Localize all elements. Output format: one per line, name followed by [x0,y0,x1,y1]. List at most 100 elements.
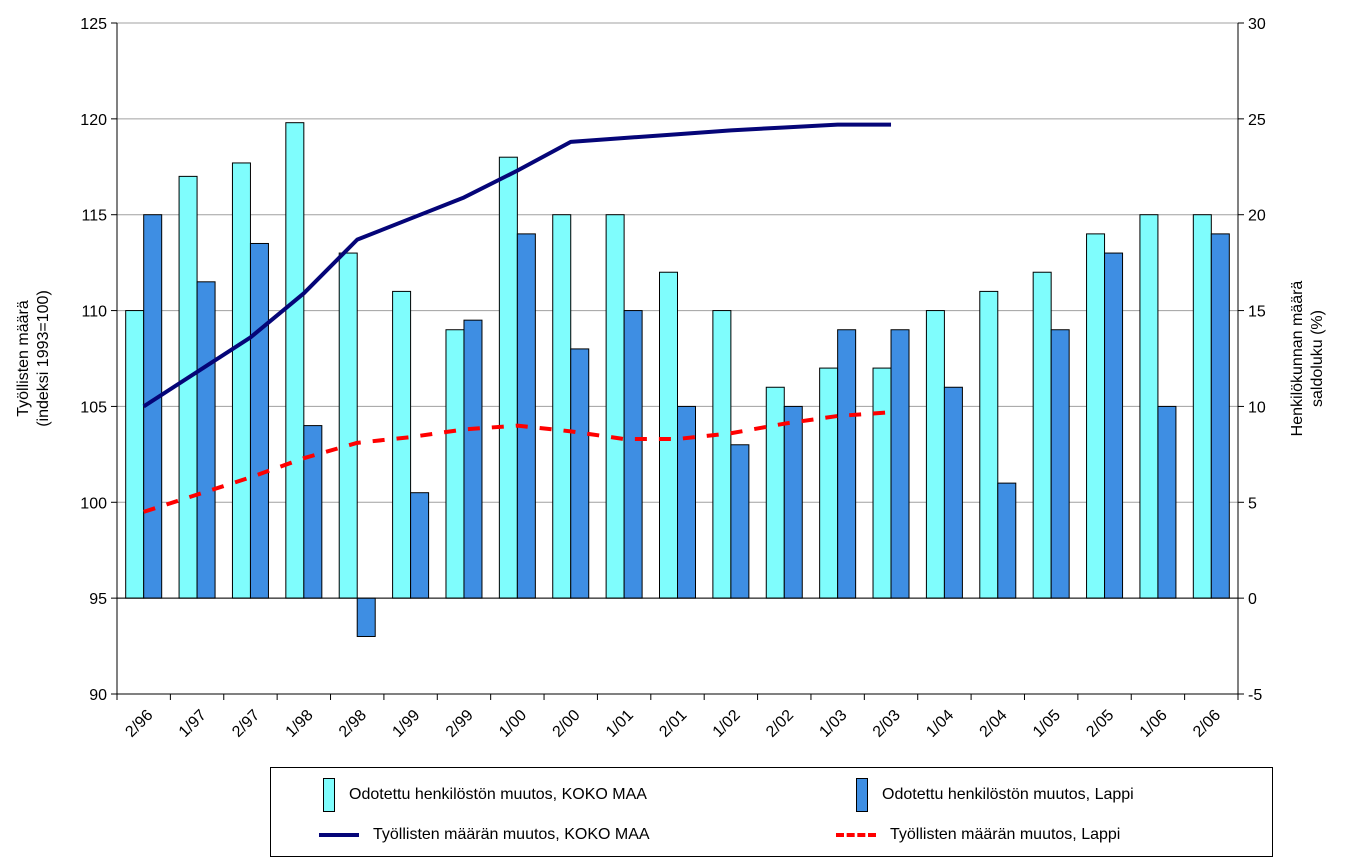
x-tick-label: 2/03 [870,707,904,741]
bar-koko-maa [925,310,945,599]
x-tick-label: 1/01 [603,707,637,741]
x-tick-label: 2/00 [550,707,584,741]
y2-axis-title-line: Henkilökunnan määrä [1289,281,1306,437]
bar-lappi [837,329,857,599]
legend-swatch-bar-koko [323,778,335,812]
left-tick-label: 105 [80,399,107,416]
x-tick-label: 1/98 [283,707,317,741]
x-tick-label: 2/98 [336,707,370,741]
bar-koko-maa [1192,214,1212,599]
x-tick-label: 1/03 [816,707,850,741]
y-axis-title: Työllisten määrä (indeksi 1993=100) [15,290,52,427]
right-tick-label: 25 [1248,112,1266,129]
right-tick-label: 5 [1248,495,1257,512]
legend-label-bar-koko: Odotettu henkilöstön muutos, KOKO MAA [349,786,647,803]
bar-koko-maa [125,310,145,599]
y2-axis-title-line: saldoluku (%) [1309,310,1326,407]
bar-lappi [356,597,376,637]
bar-lappi [1104,252,1124,599]
bar-lappi [783,405,803,599]
legend-swatch-line-koko [319,833,359,837]
bar-koko-maa [659,271,678,599]
left-tick-label: 120 [80,112,107,129]
x-tick-label: 2/04 [977,707,1011,741]
right-tick-label: 30 [1248,16,1266,33]
bar-koko-maa [872,367,892,599]
left-tick-label: 90 [89,687,107,704]
bar-lappi [303,425,323,599]
chart-svg: 90 95 100 105 110 115 120 125 -5 0 5 10 15 20 25 30 2/96… [15,16,1326,741]
legend-label-line-lappi: Työllisten määrän muutos, Lappi [890,826,1121,843]
right-tick-label: 10 [1248,399,1266,416]
bar-lappi [249,242,269,599]
bar-lappi [570,348,590,599]
legend-item-line-koko: Työllisten määrän muutos, KOKO MAA [319,826,650,844]
legend-item-bar-lappi: Odotettu henkilöstön muutos, Lappi [856,778,1134,812]
left-tick-label: 100 [80,495,107,512]
bar-koko-maa [338,252,358,599]
bar-koko-maa [765,386,785,599]
y2-axis-title: Henkilökunnan määrä saldoluku (%) [1289,281,1326,437]
line-koko-maa [142,122,892,409]
right-tick-label: 15 [1248,304,1266,321]
right-tick-label: 0 [1248,591,1257,608]
bar-koko-maa [231,162,251,599]
bar-lappi [1210,233,1230,599]
bar-koko-maa [819,367,839,599]
bar-koko-maa [285,122,305,599]
bar-koko-maa [392,290,412,599]
bar-koko-maa [552,214,572,599]
bar-koko-maa [605,214,625,599]
x-tick-label: 1/97 [176,707,210,741]
bar-lappi [410,492,430,599]
x-tick-label: 1/02 [710,707,744,741]
x-tick-label: 2/01 [656,707,690,741]
x-tick-label: 1/05 [1030,707,1064,741]
legend-item-bar-koko: Odotettu henkilöstön muutos, KOKO MAA [323,778,647,812]
bar-lappi [730,444,750,599]
bar-lappi [516,233,536,599]
bar-koko-maa [1032,271,1052,599]
right-tick-label: 20 [1248,208,1266,225]
x-tick-label: 1/99 [389,707,423,741]
bar-lappi [196,281,216,599]
left-tick-label: 115 [81,208,107,225]
bar-lappi [623,310,643,599]
legend-label-line-koko: Työllisten määrän muutos, KOKO MAA [373,826,650,843]
bar-koko-maa [979,290,999,599]
bar-lappi [997,482,1017,599]
bar-koko-maa [178,175,198,599]
x-tick-label: 1/00 [496,707,530,741]
bar-koko-maa [445,329,465,599]
bar-lappi [1157,405,1177,599]
legend-item-line-lappi: Työllisten määrän muutos, Lappi [836,826,1120,844]
bar-lappi [1050,329,1070,599]
x-tick-label: 2/96 [122,707,156,741]
left-tick-label: 95 [89,591,107,608]
legend: Odotettu henkilöstön muutos, KOKO MAA Od… [270,767,1273,857]
x-tick-label: 2/06 [1190,707,1224,741]
bar-lappi [677,405,696,599]
x-tick-label: 2/97 [229,707,263,741]
y-axis-title-line: (indeksi 1993=100) [35,290,52,427]
x-tick-label: 1/06 [1137,707,1171,741]
left-tick-label: 125 [80,16,107,33]
bar-lappi [890,329,910,599]
y-axis-title-line: Työllisten määrä [15,300,32,417]
right-tick-label: -5 [1248,687,1262,704]
bar-lappi [463,319,483,599]
bar-koko-maa [498,156,518,599]
bar-koko-maa [712,310,732,599]
x-tick-label: 2/99 [443,707,477,741]
x-tick-label: 1/04 [923,707,957,741]
bar-koko-maa [1139,214,1159,599]
x-tick-label: 2/02 [763,707,797,741]
legend-label-bar-lappi: Odotettu henkilöstön muutos, Lappi [882,786,1134,803]
bar-lappi [943,386,963,599]
bar-koko-maa [1086,233,1106,599]
legend-swatch-line-lappi [836,833,876,837]
line-lappi [143,410,892,514]
legend-swatch-bar-lappi [856,778,868,812]
left-tick-label: 110 [81,304,107,321]
